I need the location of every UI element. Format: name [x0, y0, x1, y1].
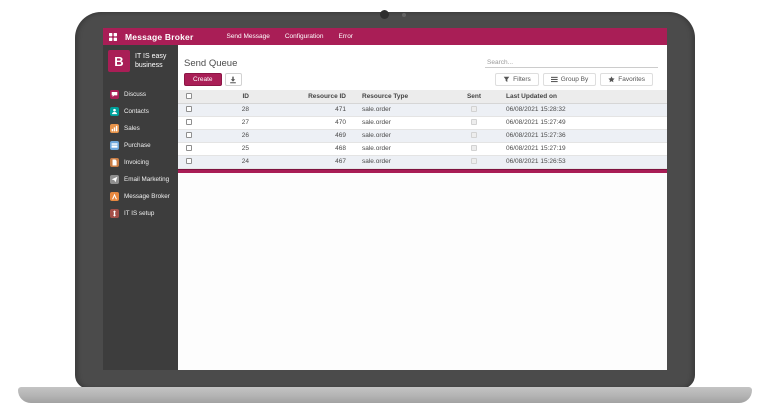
col-header-last-updated[interactable]: Last Updated on — [502, 90, 667, 104]
sidebar-item-purchase[interactable]: Purchase — [103, 137, 178, 154]
sidebar: B IT IS easy business Discuss Contacts S… — [103, 45, 178, 370]
list-bottom-accent-bar — [178, 168, 667, 173]
row-checkbox[interactable] — [186, 106, 192, 113]
sent-checkbox — [471, 119, 477, 126]
sent-checkbox — [471, 132, 477, 139]
cell-last-updated-on: 06/08/2021 15:27:49 — [502, 116, 667, 130]
table-row[interactable]: 26 469 sale.order 06/08/2021 15:27:36 — [178, 129, 667, 143]
sidebar-item-sales[interactable]: Sales — [103, 120, 178, 137]
row-checkbox[interactable] — [186, 158, 192, 165]
contacts-icon — [110, 107, 119, 116]
send-queue-table: ID Resource ID Resource Type Sent Last U… — [178, 90, 667, 169]
cell-resource-id: 470 — [253, 116, 350, 130]
company-name: IT IS easy business — [135, 52, 167, 69]
app-title: Message Broker — [125, 31, 194, 42]
setup-icon — [110, 209, 119, 218]
row-checkbox[interactable] — [186, 119, 192, 126]
page-title: Send Queue — [184, 58, 238, 69]
cell-last-updated-on: 06/08/2021 15:28:32 — [502, 103, 667, 117]
cell-resource-type: sale.order — [350, 116, 446, 130]
select-all-checkbox[interactable] — [186, 93, 192, 100]
export-download-icon[interactable] — [224, 73, 242, 86]
purchase-icon — [110, 141, 119, 150]
table-row[interactable]: 24 467 sale.order 06/08/2021 15:26:53 — [178, 155, 667, 169]
topbar-menu-configuration[interactable]: Configuration — [284, 33, 324, 40]
cell-resource-type: sale.order — [350, 103, 446, 117]
sidebar-nav: Discuss Contacts Sales Purchase Invoicin… — [103, 86, 178, 222]
row-checkbox[interactable] — [186, 145, 192, 152]
email-marketing-icon — [110, 175, 119, 184]
sidebar-item-message-broker[interactable]: Message Broker — [103, 188, 178, 205]
cell-id: 24 — [200, 155, 253, 169]
favorites-button[interactable]: Favorites — [600, 73, 653, 86]
cell-last-updated-on: 06/08/2021 15:27:36 — [502, 129, 667, 143]
cell-id: 25 — [200, 142, 253, 156]
topbar-menu: Send Message Configuration Error — [226, 33, 353, 40]
table-row[interactable]: 28 471 sale.order 06/08/2021 15:28:32 — [178, 103, 667, 117]
cell-last-updated-on: 06/08/2021 15:27:19 — [502, 142, 667, 156]
cell-id: 26 — [200, 129, 253, 143]
cell-resource-type: sale.order — [350, 155, 446, 169]
sent-checkbox — [471, 106, 477, 113]
search-input[interactable] — [485, 58, 658, 68]
screen: Message Broker Send Message Configuration… — [103, 28, 667, 370]
filters-button[interactable]: Filters — [495, 73, 539, 86]
webcam-led-icon — [402, 13, 406, 17]
invoicing-icon — [110, 158, 119, 167]
apps-menu-icon[interactable] — [109, 32, 117, 41]
company-logo[interactable]: B IT IS easy business — [103, 50, 178, 72]
topbar-menu-error[interactable]: Error — [338, 33, 353, 40]
sidebar-item-invoicing[interactable]: Invoicing — [103, 154, 178, 171]
sidebar-item-discuss[interactable]: Discuss — [103, 86, 178, 103]
group-by-icon — [550, 76, 558, 83]
cell-last-updated-on: 06/08/2021 15:26:53 — [502, 155, 667, 169]
sales-icon — [110, 124, 119, 133]
webcam-icon — [380, 10, 389, 19]
discuss-icon — [110, 90, 119, 99]
main-content: Send Queue Create — [178, 45, 667, 370]
sidebar-item-contacts[interactable]: Contacts — [103, 103, 178, 120]
empty-area — [178, 172, 667, 370]
filter-icon — [503, 76, 510, 83]
cell-resource-id: 467 — [253, 155, 350, 169]
search-box — [485, 51, 658, 69]
sidebar-item-email-marketing[interactable]: Email Marketing — [103, 171, 178, 188]
col-header-resource-id[interactable]: Resource ID — [253, 90, 350, 104]
sidebar-item-it-is-setup[interactable]: IT IS setup — [103, 205, 178, 222]
message-broker-icon — [110, 192, 119, 201]
row-checkbox[interactable] — [186, 132, 192, 139]
col-header-id[interactable]: ID — [200, 90, 253, 104]
col-header-sent[interactable]: Sent — [446, 90, 502, 104]
cell-resource-id: 468 — [253, 142, 350, 156]
cell-resource-id: 471 — [253, 103, 350, 117]
cell-id: 27 — [200, 116, 253, 130]
table-header-row: ID Resource ID Resource Type Sent Last U… — [178, 90, 667, 104]
sent-checkbox — [471, 158, 477, 165]
sent-checkbox — [471, 145, 477, 152]
create-button[interactable]: Create — [184, 73, 222, 86]
star-icon — [608, 76, 615, 83]
topbar-menu-send-message[interactable]: Send Message — [226, 33, 270, 40]
cell-resource-type: sale.order — [350, 129, 446, 143]
logo-letter: B — [108, 50, 130, 72]
cell-resource-id: 469 — [253, 129, 350, 143]
table-row[interactable]: 25 468 sale.order 06/08/2021 15:27:19 — [178, 142, 667, 156]
cell-id: 28 — [200, 103, 253, 117]
laptop-base — [18, 387, 752, 403]
col-header-resource-type[interactable]: Resource Type — [350, 90, 446, 104]
table-row[interactable]: 27 470 sale.order 06/08/2021 15:27:49 — [178, 116, 667, 130]
cell-resource-type: sale.order — [350, 142, 446, 156]
top-navbar: Message Broker Send Message Configuration… — [103, 28, 667, 45]
group-by-button[interactable]: Group By — [542, 73, 597, 86]
